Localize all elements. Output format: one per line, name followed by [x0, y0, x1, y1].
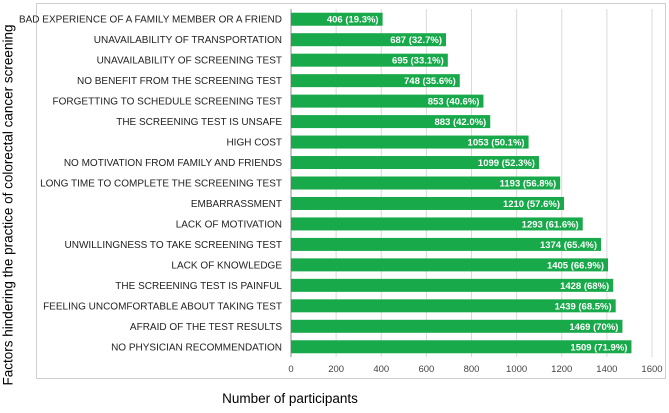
- data-label: 1428 (68%): [560, 281, 609, 292]
- category-label: NO MOTIVATION FROM FAMILY AND FRIENDS: [64, 158, 282, 169]
- data-label: 1099 (52.3%): [478, 158, 535, 169]
- bar: [291, 115, 491, 129]
- data-label: 1405 (66.9%): [547, 260, 604, 271]
- x-tick-label: 600: [418, 364, 434, 375]
- category-label: LONG TIME TO COMPLETE THE SCREENING TEST: [40, 179, 282, 190]
- bar: [291, 135, 529, 149]
- category-label: NO BENEFIT FROM THE SCREENING TEST: [77, 76, 282, 87]
- category-label: AFRAID OF THE TEST RESULTS: [130, 322, 282, 333]
- bar: [291, 299, 616, 313]
- data-label: 748 (35.6%): [404, 76, 456, 87]
- category-label: UNWILLINGNESS TO TAKE SCREENING TEST: [65, 240, 282, 251]
- x-tick-label: 1200: [551, 364, 572, 375]
- category-label: FEELING UNCOMFORTABLE ABOUT TAKING TEST: [43, 301, 282, 312]
- category-label: LACK OF KNOWLEDGE: [171, 260, 282, 271]
- bar: [291, 196, 565, 210]
- bar: [291, 94, 484, 108]
- x-tick-label: 1400: [596, 364, 617, 375]
- category-label: THE SCREENING TEST IS PAINFUL: [115, 281, 282, 292]
- bar: [291, 237, 602, 251]
- bar: [291, 340, 632, 354]
- bar: [291, 278, 614, 292]
- bar: [291, 217, 583, 231]
- category-label: LACK OF MOTIVATION: [176, 219, 282, 230]
- bar: [291, 319, 623, 333]
- x-tick-label: 0: [288, 364, 293, 375]
- data-label: 1053 (50.1%): [468, 138, 525, 149]
- data-label: 406 (19.3%): [327, 15, 379, 26]
- data-label: 1293 (61.6%): [522, 219, 579, 230]
- bar: [291, 12, 383, 26]
- category-label: UNAVAILABILITY OF SCREENING TEST: [97, 56, 282, 67]
- x-tick-label: 1600: [641, 364, 662, 375]
- x-tick-label: 400: [373, 364, 389, 375]
- category-label: THE SCREENING TEST IS UNSAFE: [116, 117, 282, 128]
- data-label: 695 (33.1%): [392, 56, 444, 67]
- bar: [291, 53, 448, 67]
- category-label: UNAVAILABILITY OF TRANSPORTATION: [94, 35, 282, 46]
- data-label: 883 (42.0%): [434, 117, 486, 128]
- data-label: 687 (32.7%): [390, 35, 442, 46]
- data-label: 853 (40.6%): [428, 97, 480, 108]
- data-label: 1210 (57.6%): [503, 199, 560, 210]
- data-label: 1509 (71.9%): [570, 342, 627, 353]
- category-label: FORGETTING TO SCHEDULE SCREENING TEST: [53, 97, 282, 108]
- category-label: HIGH COST: [226, 138, 282, 149]
- x-tick-label: 1000: [506, 364, 527, 375]
- bar: [291, 176, 561, 190]
- x-tick-label: 200: [328, 364, 344, 375]
- category-label: NO PHYSICIAN RECOMMENDATION: [111, 342, 282, 353]
- bar: [291, 258, 609, 272]
- data-label: 1439 (68.5%): [555, 301, 612, 312]
- data-label: 1374 (65.4%): [540, 240, 597, 251]
- bar: [291, 33, 447, 47]
- x-tick-label: 800: [464, 364, 480, 375]
- data-label: 1193 (56.8%): [500, 179, 557, 190]
- chart-frame: [36, 3, 666, 379]
- x-axis-title: Number of participants: [222, 391, 358, 406]
- data-label: 1469 (70%): [569, 322, 618, 333]
- bar: [291, 156, 539, 170]
- category-label: EMBARRASSMENT: [191, 199, 282, 210]
- bar: [291, 74, 460, 88]
- category-label: BAD EXPERIENCE OF A FAMILY MEMBER OR A F…: [19, 15, 282, 26]
